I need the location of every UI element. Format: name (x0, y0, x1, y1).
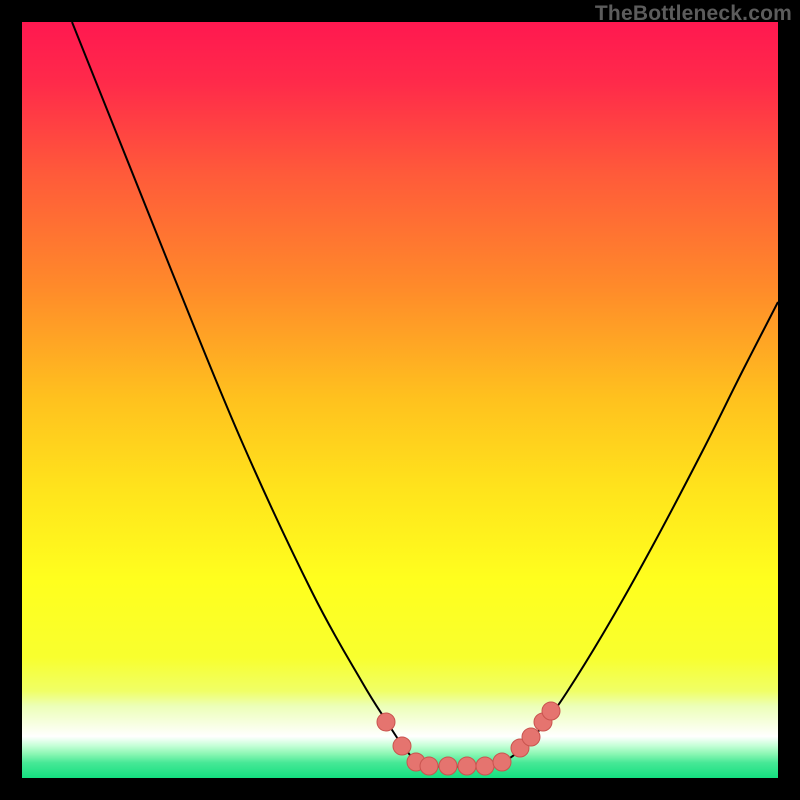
marker-group (377, 702, 560, 775)
data-marker (393, 737, 411, 755)
curve-layer (22, 22, 778, 778)
data-marker (476, 757, 494, 775)
data-marker (439, 757, 457, 775)
data-marker (377, 713, 395, 731)
data-marker (522, 728, 540, 746)
data-marker (493, 753, 511, 771)
v-curve-path (72, 22, 778, 767)
data-marker (542, 702, 560, 720)
chart-frame: TheBottleneck.com (0, 0, 800, 800)
watermark-text: TheBottleneck.com (595, 2, 792, 26)
data-marker (458, 757, 476, 775)
data-marker (420, 757, 438, 775)
plot-area (22, 22, 778, 778)
